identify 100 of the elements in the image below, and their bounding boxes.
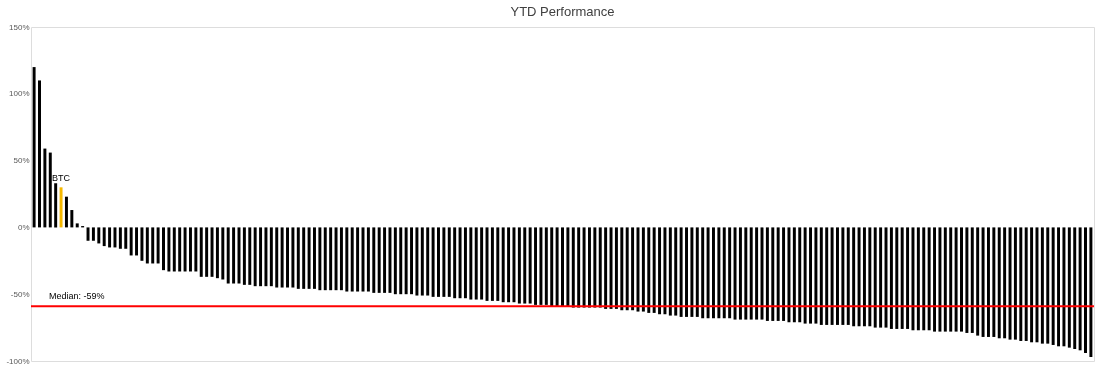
- bar: [205, 227, 209, 277]
- bar: [264, 227, 268, 287]
- bar: [728, 227, 732, 319]
- bar: [383, 227, 387, 293]
- bar: [480, 227, 484, 300]
- bar: [674, 227, 678, 316]
- bar: [960, 227, 963, 332]
- bar: [75, 223, 79, 228]
- bar: [528, 227, 532, 304]
- bar: [825, 227, 829, 325]
- bar: [690, 227, 694, 317]
- bar: [836, 227, 839, 325]
- bar: [1024, 227, 1028, 341]
- bar: [404, 227, 408, 295]
- bar: [280, 227, 284, 288]
- bar: [517, 227, 521, 304]
- bar: [663, 227, 667, 315]
- bar: [91, 227, 95, 241]
- bar: [86, 227, 90, 241]
- bar: [1089, 227, 1093, 357]
- y-tick-label: -50%: [10, 289, 30, 299]
- bar: [420, 227, 424, 296]
- bar: [889, 227, 893, 329]
- bar: [620, 227, 624, 311]
- bar: [463, 227, 467, 299]
- bar: [172, 227, 176, 272]
- bar: [744, 227, 748, 320]
- bar: [302, 227, 306, 289]
- bar: [755, 227, 759, 320]
- bar: [232, 227, 236, 284]
- bar: [291, 227, 295, 288]
- bar: [507, 227, 511, 303]
- bar: [199, 227, 203, 277]
- bar: [194, 227, 198, 272]
- bar: [372, 227, 376, 293]
- bar: [868, 227, 872, 327]
- bar: [927, 227, 931, 331]
- bar: [431, 227, 435, 297]
- chart-title: YTD Performance: [510, 4, 615, 19]
- bar: [641, 227, 645, 312]
- bar: [426, 227, 430, 296]
- bar: [345, 227, 349, 292]
- bar: [819, 227, 823, 325]
- bar: [539, 227, 543, 305]
- y-tick-label: 150%: [9, 22, 30, 32]
- bar: [447, 227, 451, 297]
- bar: [399, 227, 403, 295]
- bar: [215, 227, 219, 279]
- bar: [259, 227, 263, 287]
- bar: [1030, 227, 1034, 343]
- bar: [647, 227, 651, 313]
- bar: [437, 227, 440, 297]
- bar: [938, 227, 942, 332]
- bar: [695, 227, 699, 317]
- bar: [54, 183, 58, 228]
- bar: [943, 227, 947, 332]
- bar: [809, 227, 813, 324]
- bar: [453, 227, 457, 299]
- bar: [550, 227, 554, 307]
- bar: [906, 227, 910, 329]
- bar: [830, 227, 834, 325]
- bar: [156, 227, 160, 264]
- bar: [248, 227, 252, 285]
- bar: [965, 227, 969, 333]
- bar: [792, 227, 796, 323]
- bar: [64, 196, 68, 228]
- bar: [512, 227, 516, 303]
- bar: [59, 187, 63, 228]
- bar: [188, 227, 192, 272]
- bar: [183, 227, 187, 272]
- bar: [145, 227, 149, 264]
- bar: [135, 227, 139, 256]
- bar: [43, 148, 47, 228]
- bar: [976, 227, 980, 336]
- bar: [32, 67, 36, 228]
- bar: [1067, 227, 1071, 348]
- bar: [410, 227, 414, 295]
- bar: [544, 227, 548, 305]
- bar: [787, 227, 791, 323]
- bar: [598, 227, 602, 308]
- bar: [625, 227, 629, 311]
- bar: [668, 227, 672, 316]
- bar: [178, 227, 182, 272]
- bar: [442, 227, 446, 297]
- bar: [997, 227, 1001, 339]
- bar: [48, 152, 52, 228]
- bar: [1019, 227, 1023, 341]
- bar: [1040, 227, 1044, 344]
- bar: [38, 80, 41, 228]
- bar: [286, 227, 289, 288]
- bar: [679, 227, 683, 317]
- bar: [329, 227, 333, 291]
- bar: [922, 227, 926, 331]
- bar: [1046, 227, 1050, 344]
- bar: [765, 227, 769, 321]
- bar: [253, 227, 257, 287]
- bar: [474, 227, 478, 300]
- bar: [1008, 227, 1012, 340]
- bar: [970, 227, 974, 333]
- bar: [582, 227, 586, 308]
